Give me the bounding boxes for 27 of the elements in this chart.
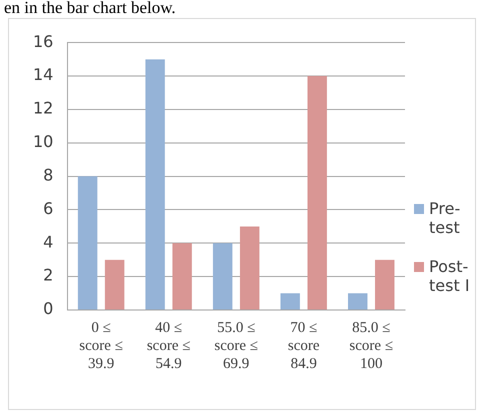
bar: [172, 243, 192, 310]
bar: [212, 243, 232, 310]
bar: [78, 176, 98, 310]
bar: [145, 59, 165, 310]
bar: [348, 293, 368, 310]
y-tick-label: 10: [33, 132, 54, 152]
y-tick-label: 6: [43, 198, 54, 218]
bar: [375, 260, 394, 310]
legend-label: Post-test I: [429, 257, 471, 295]
x-tick-label: 55.0 ≤ score ≤ 69.9: [214, 320, 258, 372]
x-tick-label: 40 ≤ score ≤ 54.9: [146, 320, 190, 372]
text: en in the bar chart below.: [4, 0, 176, 18]
y-tick-label: 2: [43, 266, 54, 285]
y-tick-label: 12: [33, 98, 54, 118]
x-tick-label: 70 ≤ score 84.9: [288, 320, 320, 372]
bar: [240, 226, 260, 310]
y-tick-label: 14: [33, 65, 54, 84]
y-tick-label: 4: [43, 232, 54, 252]
bar: [307, 76, 327, 310]
y-tick-label: 16: [33, 32, 54, 51]
legend-label: Pre-test: [429, 199, 462, 237]
y-tick-label: 8: [43, 165, 54, 184]
y-tick-label: 0: [43, 299, 54, 318]
bar: [280, 293, 300, 310]
x-tick-label: 85.0 ≤ score ≤ 100: [349, 320, 394, 372]
bar: [104, 260, 124, 310]
x-tick-label: 0 ≤ score ≤ 39.9: [79, 320, 123, 372]
